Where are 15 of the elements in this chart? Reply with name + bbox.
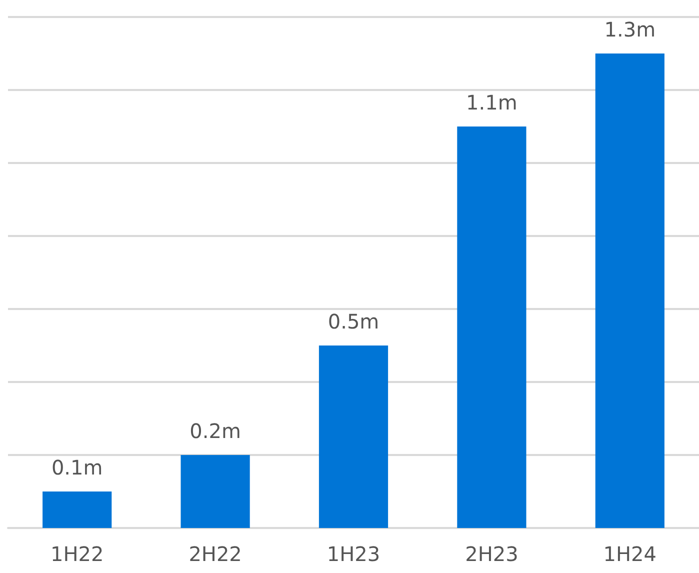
bar [457,126,526,528]
x-tick-label: 1H23 [326,542,380,566]
x-tick-label: 1H24 [603,542,657,566]
data-label: 1.1m [466,90,518,114]
x-tick-label: 1H22 [50,542,104,566]
data-label: 1.3m [604,18,656,42]
x-tick-label: 2H23 [465,542,518,566]
bar [595,54,664,528]
bar [42,492,112,528]
x-tick-label: 2H22 [188,542,242,566]
data-label: 0.2m [190,419,241,443]
bar [180,455,250,528]
data-label: 0.5m [328,310,380,334]
bar [318,346,388,528]
data-label: 0.1m [51,456,103,480]
